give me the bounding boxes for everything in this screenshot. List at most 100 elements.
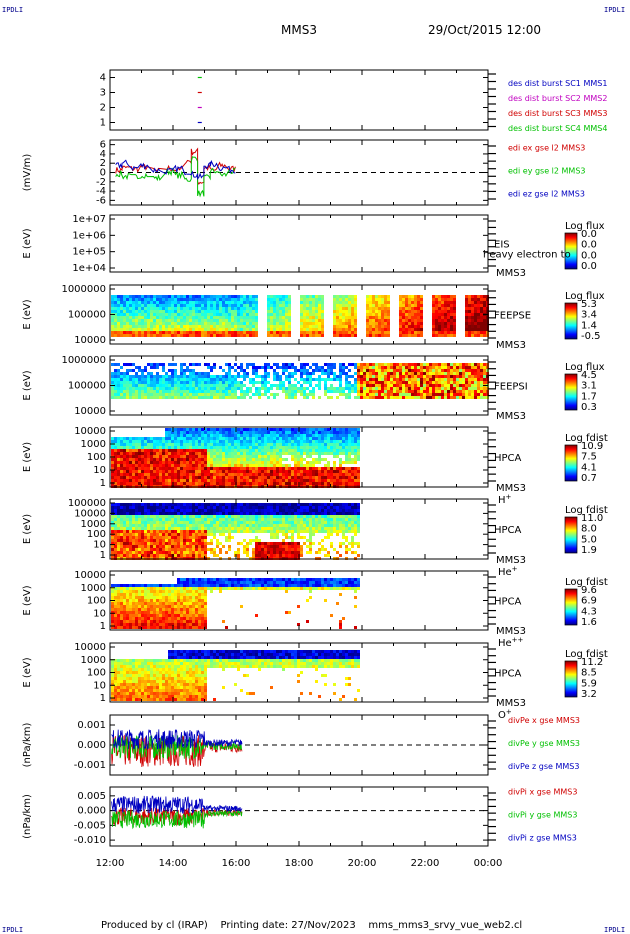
- feeps-e-panel-colorbar-tick: 3.4: [581, 310, 597, 321]
- eis-panel-frame: [109, 214, 489, 273]
- hpca-hepp-panel-spectrogram: [111, 578, 360, 629]
- feeps-i-panel-ytick-label: 1000000: [61, 355, 106, 366]
- date-time-title: 29/Oct/2015 12:00: [428, 23, 542, 37]
- hpca-o-panel-colorbar-tick: 11.2: [581, 657, 603, 668]
- divpe-panel-series-1: [111, 734, 243, 768]
- feeps-e-panel-instrument-label: FEEPSE: [494, 311, 531, 322]
- edi-panel-ylabel: (mV/m): [22, 154, 33, 192]
- time-axis-label: 18:00: [285, 858, 314, 869]
- time-axis-label: 12:00: [96, 858, 125, 869]
- eis-panel-colorbar-tick: 0.0: [581, 250, 597, 261]
- eis-panel-spacecraft-label: MMS3: [496, 268, 526, 279]
- feeps-e-panel-ytick-label: 10000: [74, 335, 106, 346]
- hpca-he-panel-colorbar-tick: 5.0: [581, 534, 597, 545]
- hpca-hepp-panel-colorbar: [564, 588, 578, 626]
- hpca-he-panel-species-label: He+: [498, 565, 518, 578]
- divpe-panel-series-3: [111, 729, 243, 750]
- eis-panel-note: heavy electron to: [483, 250, 571, 261]
- burst-panel-ytick-label: 1: [100, 118, 106, 129]
- hpca-hepp-panel-ytick-label: 1000: [81, 583, 106, 594]
- divpi-panel-legend-1: divPi x gse MMS3: [508, 788, 577, 797]
- hpca-h-panel-ylabel: E (eV): [22, 442, 33, 472]
- hpca-h-panel-colorbar-title: Log fdist: [565, 433, 608, 444]
- divpi-panel-ytick-label: -0.005: [74, 820, 106, 831]
- burst-panel-legend-4: des dist burst SC4 MMS4: [508, 124, 607, 133]
- burst-panel-frame: [109, 69, 489, 131]
- divpi-panel-series-2: [111, 809, 243, 830]
- divpe-panel-ylabel: (nPa/km): [22, 723, 33, 768]
- hpca-h-panel-ytick-label: 1000: [81, 439, 106, 450]
- edi-panel-series-2: [115, 156, 236, 198]
- hpca-o-panel-colorbar-title: Log fdist: [565, 649, 608, 660]
- time-axis-label: 14:00: [159, 858, 188, 869]
- divpe-panel-ytick-label: -0.001: [74, 760, 106, 771]
- corner-label-bottom-right: IPDLI: [604, 926, 626, 934]
- feeps-e-panel-colorbar: [564, 302, 578, 340]
- eis-panel-colorbar-tick: 0.0: [581, 261, 597, 272]
- burst-panel-legend-1: des dist burst SC1 MMS1: [508, 79, 607, 88]
- hpca-he-panel-ytick-label: 1000: [81, 519, 106, 530]
- edi-panel-ytick-label: 2: [100, 158, 106, 169]
- hpca-h-panel-instrument-label: HPCA: [494, 453, 522, 464]
- feeps-e-panel-colorbar-tick: -0.5: [581, 331, 601, 342]
- burst-panel-ytick-label: 2: [100, 103, 106, 114]
- hpca-he-panel-ytick-label: 10000: [74, 508, 106, 519]
- feeps-i-panel-colorbar-tick: 0.3: [581, 402, 597, 413]
- hpca-o-panel-ytick-label: 10: [93, 680, 106, 691]
- hpca-o-panel-colorbar: [564, 660, 578, 698]
- hpca-he-panel-spectrogram: [111, 503, 360, 560]
- edi-panel-ytick-label: -4: [96, 186, 106, 197]
- footer-file-name: mms_mms3_srvy_vue_web2.cl: [368, 920, 523, 931]
- feeps-i-panel-colorbar-tick: 3.1: [581, 381, 597, 392]
- feeps-e-panel-ytick-label: 100000: [68, 310, 106, 321]
- divpi-panel-ytick-label: 0.000: [77, 806, 106, 817]
- hpca-hepp-panel-spacecraft-label: MMS3: [496, 626, 526, 637]
- hpca-o-panel-colorbar-tick: 8.5: [581, 668, 597, 679]
- feeps-i-panel-spacecraft-label: MMS3: [496, 411, 526, 422]
- hpca-hepp-panel-instrument-label: HPCA: [494, 597, 522, 608]
- hpca-hepp-panel-ytick-label: 100: [87, 596, 106, 607]
- divpe-panel-ytick-label: 0.000: [77, 740, 106, 751]
- edi-panel-ytick-label: -2: [96, 177, 106, 188]
- feeps-i-panel-colorbar-tick: 1.7: [581, 391, 597, 402]
- eis-panel-ytick-label: 1e+07: [72, 214, 106, 225]
- feeps-i-panel-instrument-label: FEEPSI: [494, 382, 528, 393]
- divpe-panel-legend-1: divPe x gse MMS3: [508, 716, 580, 725]
- hpca-hepp-panel-ytick-label: 1: [100, 621, 106, 632]
- hpca-he-panel-spacecraft-label: MMS3: [496, 555, 526, 566]
- footer: Produced by cl (IRAP) Printing date: 27/…: [101, 920, 522, 931]
- hpca-he-panel-colorbar-tick: 1.9: [581, 545, 597, 556]
- corner-label-top-right: IPDLI: [604, 6, 626, 14]
- feeps-e-panel-ylabel: E (eV): [22, 299, 33, 329]
- hpca-o-panel-ylabel: E (eV): [22, 657, 33, 687]
- eis-panel-colorbar-tick: 0.0: [581, 240, 597, 251]
- hpca-he-panel-colorbar-tick: 11.0: [581, 513, 603, 524]
- burst-panel-ytick-label: 3: [100, 88, 106, 99]
- divpi-panel-ytick-label: 0.005: [77, 791, 106, 802]
- hpca-hepp-panel-colorbar-tick: 6.9: [581, 596, 597, 607]
- hpca-he-panel-ytick-label: 100: [87, 529, 106, 540]
- hpca-h-panel-colorbar-tick: 4.1: [581, 462, 597, 473]
- divpe-panel-legend-3: divPe z gse MMS3: [508, 762, 579, 771]
- hpca-he-panel-ylabel: E (eV): [22, 514, 33, 544]
- hpca-hepp-panel-ytick-label: 10: [93, 608, 106, 619]
- spacecraft-title: MMS3: [281, 23, 317, 37]
- hpca-he-panel-ytick-label: 1: [100, 550, 106, 561]
- corner-label-top-left: IPDLI: [2, 6, 24, 14]
- hpca-h-panel-spacecraft-label: MMS3: [496, 483, 526, 494]
- edi-panel-ytick-label: 0: [100, 168, 106, 179]
- hpca-he-panel-colorbar: [564, 516, 578, 554]
- hpca-hepp-panel-ytick-label: 10000: [74, 570, 106, 581]
- feeps-e-panel-ytick-label: 1000000: [61, 284, 106, 295]
- divpi-panel-legend-3: divPi z gse MMS3: [508, 834, 577, 843]
- hpca-o-panel-ytick-label: 1000: [81, 655, 106, 666]
- hpca-o-panel-ytick-label: 10000: [74, 642, 106, 653]
- edi-panel-ytick-label: -6: [96, 195, 106, 206]
- edi-panel-series-3: [115, 159, 236, 181]
- hpca-hepp-panel-species-label: He++: [498, 636, 524, 649]
- feeps-i-panel-ylabel: E (eV): [22, 370, 33, 400]
- edi-panel-series-1: [115, 147, 236, 185]
- burst-panel-legend-3: des dist burst SC3 MMS3: [508, 109, 607, 118]
- hpca-h-panel-colorbar: [564, 444, 578, 482]
